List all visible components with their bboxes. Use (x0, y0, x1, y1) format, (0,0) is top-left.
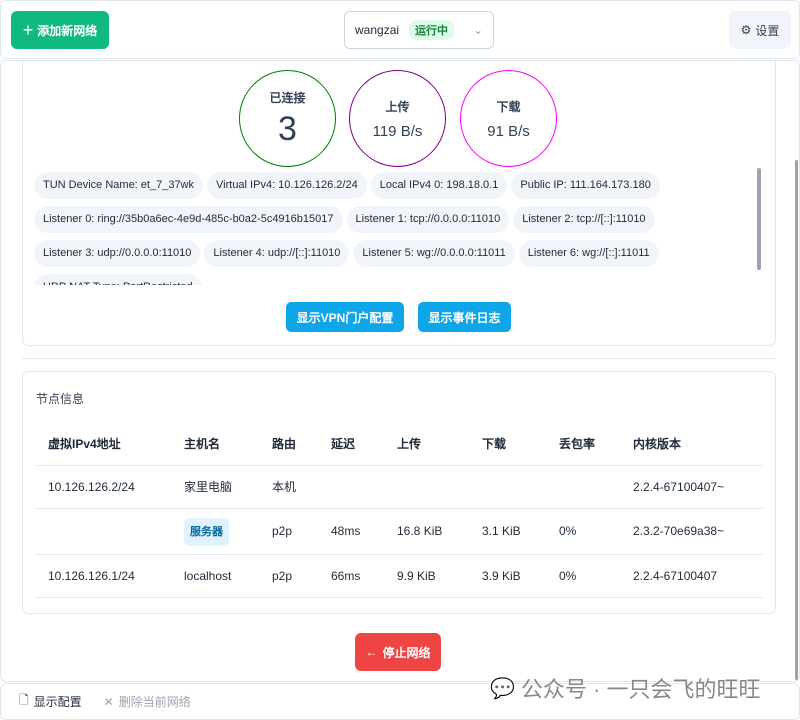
peer-info-title: 节点信息 (36, 392, 85, 406)
settings-button[interactable]: ⚙ 设置 (729, 11, 791, 49)
download-stat: 下载 91 B/s (460, 70, 557, 167)
chip: Listener 6: wg://[::]:11011 (518, 240, 659, 267)
vpn-portal-button[interactable]: 显示VPN门户配置 (286, 302, 404, 332)
cell: 家里电脑 (172, 464, 260, 508)
chevron-down-icon: ⌄ (472, 23, 483, 37)
table-row: 10.126.126.1/24 localhost p2p 66ms 9.9 KiB 3.… (36, 553, 763, 598)
chip: TUN Device Name: et_7_37wk (34, 172, 204, 199)
table-row: 服务器 p2p 48ms 16.8 KiB 3.1 KiB 0% 2.3.2-70e69a3… (36, 507, 763, 554)
chip: Listener 0: ring://35b0a6ec-4e9d-485c-b0… (34, 206, 343, 233)
chip: Listener 1: tcp://0.0.0.0:11010 (346, 206, 510, 233)
settings-label: 设置 (755, 23, 780, 38)
connected-label: 已连接 (269, 90, 306, 105)
show-config-label: 显示配置 (33, 695, 82, 709)
chip: Listener 3: udp://0.0.0.0:11010 (34, 240, 201, 267)
watermark-text: 公众号 · 一只会飞的旺旺 (520, 677, 761, 702)
cell: 2.2.4-67100407 (621, 553, 763, 598)
cell: 2.3.2-70e69a38~ (621, 507, 763, 554)
cell: 9.9 KiB (385, 553, 470, 598)
cell: 0% (547, 553, 621, 598)
peer-table: 虚拟IPv4地址 主机名 路由 延迟 上传 下载 丢包率 内核版本 10.126… (36, 422, 763, 598)
table-row: 10.126.126.2/24 家里电脑 本机 2.2.4-67100407~ (36, 464, 763, 508)
cell: p2p (260, 507, 319, 554)
arrow-left-icon: ← (365, 645, 378, 659)
chip: Listener 4: udp://[::]:11010 (204, 240, 350, 267)
add-network-button[interactable]: + 添加新网络 (11, 11, 109, 49)
delete-network-label: 删除当前网络 (118, 695, 191, 709)
cell: 3.9 KiB (470, 553, 547, 598)
chip: Local IPv4 0: 198.18.0.1 (370, 172, 508, 199)
event-log-button[interactable]: 显示事件日志 (418, 302, 511, 332)
cell: 本机 (260, 464, 319, 508)
cell (547, 464, 621, 508)
chip: Virtual IPv4: 10.126.126.2/24 (207, 172, 367, 199)
peer-info-card: 节点信息 虚拟IPv4地址 主机名 路由 延迟 上传 下载 丢包率 内核版本 1… (22, 371, 776, 614)
chips-scrollbar[interactable] (757, 168, 761, 270)
upload-label: 上传 (385, 99, 410, 114)
plus-icon: + (22, 19, 34, 40)
col-version: 内核版本 (633, 436, 682, 451)
col-route: 路由 (272, 436, 297, 451)
gear-icon: ⚙ (740, 23, 752, 37)
top-bar: + 添加新网络 wangzai 运行中 ⌄ ⚙ 设置 (0, 0, 800, 59)
cell (36, 507, 172, 554)
close-icon: ✕ (103, 694, 114, 709)
cell (385, 464, 470, 508)
chip: Listener 2: tcp://[::]:11010 (513, 206, 655, 233)
upload-stat: 上传 119 B/s (349, 70, 446, 167)
cell: p2p (260, 553, 319, 598)
col-loss: 丢包率 (559, 436, 596, 451)
col-ipv4: 虚拟IPv4地址 (48, 436, 121, 451)
status-card (22, 58, 776, 346)
stop-network-label: 停止网络 (382, 645, 431, 660)
delete-network-button[interactable]: ✕ 删除当前网络 (104, 693, 191, 710)
status-badge: 运行中 (409, 20, 455, 40)
network-name: wangzai (355, 23, 400, 37)
upload-value: 119 B/s (372, 122, 423, 140)
wechat-icon: 💬 (490, 677, 515, 700)
cell (319, 464, 385, 508)
divider (22, 358, 776, 359)
cell: 10.126.126.2/24 (36, 464, 172, 508)
server-tag: 服务器 (184, 518, 229, 546)
stop-network-button[interactable]: ← 停止网络 (355, 633, 441, 671)
cell (470, 464, 547, 508)
col-latency: 延迟 (331, 436, 356, 451)
file-icon: 🗋 (19, 693, 29, 707)
cell: 2.2.4-67100407~ (621, 464, 763, 508)
chip: UDP NAT Type: PortRestricted (34, 274, 202, 285)
watermark: 💬 公众号 · 一只会飞的旺旺 (490, 672, 760, 704)
chip: Public IP: 111.164.173.180 (511, 172, 660, 199)
col-upload: 上传 (397, 436, 422, 451)
chip: Listener 5: wg://0.0.0.0:11011 (353, 240, 515, 267)
main-scrollbar[interactable] (795, 160, 798, 680)
cell: localhost (172, 553, 260, 598)
cell: 3.1 KiB (470, 507, 547, 554)
add-network-label: 添加新网络 (37, 23, 98, 38)
cell: 服务器 (172, 507, 260, 554)
connected-value: 3 (278, 109, 297, 148)
cell: 66ms (319, 553, 385, 598)
cell: 16.8 KiB (385, 507, 470, 554)
col-download: 下载 (482, 436, 507, 451)
network-select[interactable]: wangzai 运行中 ⌄ (344, 11, 494, 49)
info-chips: TUN Device Name: et_7_37wk Virtual IPv4: … (34, 172, 754, 285)
show-config-button[interactable]: 🗋 显示配置 (19, 691, 82, 712)
cell: 10.126.126.1/24 (36, 553, 172, 598)
connected-stat: 已连接 3 (239, 70, 336, 167)
cell: 48ms (319, 507, 385, 554)
download-value: 91 B/s (487, 122, 530, 140)
col-hostname: 主机名 (184, 436, 221, 451)
download-label: 下载 (496, 99, 521, 114)
cell: 0% (547, 507, 621, 554)
